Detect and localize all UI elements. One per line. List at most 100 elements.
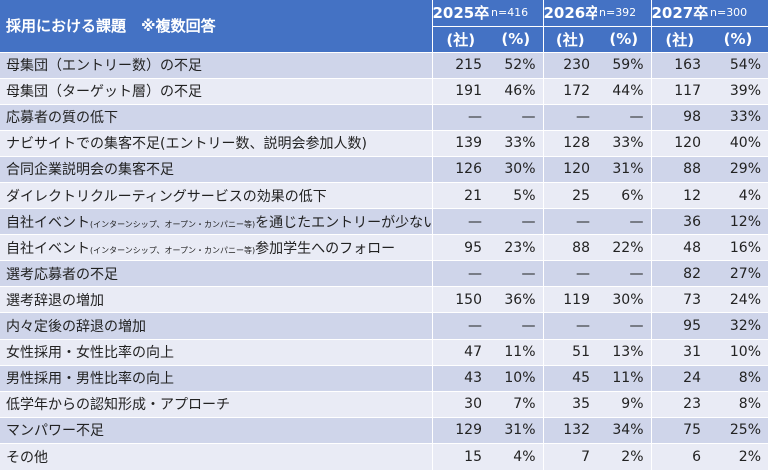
cell-pct-2027: 10% bbox=[708, 338, 768, 366]
table-row: 自社イベント(インターンシップ、オープン・カンパニー等)参加学生へのフォロー 95… bbox=[0, 234, 768, 261]
cell-count-2027: 36 bbox=[651, 208, 708, 235]
cell-count-2025: — bbox=[432, 260, 489, 287]
cell-count-2026: 230 bbox=[543, 51, 597, 79]
table-row: マンパワー不足 129 31% 132 34% 75 25% bbox=[0, 416, 768, 444]
cell-count-2025: 191 bbox=[432, 77, 489, 105]
year-2025-n: n=416 bbox=[489, 0, 544, 27]
row-label: マンパワー不足 bbox=[0, 416, 433, 444]
unit-count-2026: (社) bbox=[543, 26, 597, 52]
cell-pct-2027: 32% bbox=[708, 312, 768, 340]
cell-count-2027: 48 bbox=[651, 234, 708, 261]
table-row: 低学年からの認知形成・アプローチ 30 7% 35 9% 23 8% bbox=[0, 390, 768, 418]
cell-pct-2026: 13% bbox=[597, 338, 652, 366]
table-row: 女性採用・女性比率の向上 47 11% 51 13% 31 10% bbox=[0, 338, 768, 366]
cell-count-2025: 95 bbox=[432, 234, 489, 261]
cell-pct-2027: 8% bbox=[708, 390, 768, 418]
row-label: 選考辞退の増加 bbox=[0, 286, 433, 313]
cell-count-2027: 31 bbox=[651, 338, 708, 366]
row-label-suffix: を通じたエントリーが少ない bbox=[255, 214, 432, 231]
table-row: その他 15 4% 7 2% 6 2% bbox=[0, 442, 768, 470]
cell-pct-2027: 39% bbox=[708, 77, 768, 105]
cell-pct-2027: 16% bbox=[708, 234, 768, 261]
cell-pct-2025: 36% bbox=[489, 286, 544, 313]
unit-count-2027: (社) bbox=[651, 26, 708, 52]
cell-count-2026: 51 bbox=[543, 338, 597, 366]
cell-count-2026: 119 bbox=[543, 286, 597, 313]
cell-count-2025: 126 bbox=[432, 155, 489, 183]
cell-count-2027: 6 bbox=[651, 442, 708, 470]
table-row: 男性採用・男性比率の向上 43 10% 45 11% 24 8% bbox=[0, 364, 768, 392]
table-row: 自社イベント(インターンシップ、オープン・カンパニー等)を通じたエントリーが少な… bbox=[0, 208, 768, 235]
cell-pct-2026: — bbox=[597, 208, 652, 235]
cell-count-2027: 95 bbox=[651, 312, 708, 340]
cell-pct-2027: 2% bbox=[708, 442, 768, 470]
cell-count-2026: — bbox=[543, 260, 597, 287]
row-label: 母集団（ターゲット層）の不足 bbox=[0, 77, 433, 105]
cell-count-2025: 30 bbox=[432, 390, 489, 418]
year-2026-label: 2026卒 bbox=[543, 0, 597, 27]
year-2026-n: n=392 bbox=[597, 0, 652, 27]
table-body: 母集団（エントリー数）の不足 215 52% 230 59% 163 54% 母集団（ターゲッ… bbox=[0, 51, 768, 470]
year-2027-label: 2027卒 bbox=[651, 0, 708, 27]
cell-pct-2025: 33% bbox=[489, 129, 544, 157]
cell-count-2026: — bbox=[543, 312, 597, 340]
cell-count-2026: — bbox=[543, 103, 597, 131]
cell-count-2026: 35 bbox=[543, 390, 597, 418]
cell-pct-2027: 8% bbox=[708, 364, 768, 392]
cell-count-2025: 215 bbox=[432, 51, 489, 79]
cell-pct-2026: 11% bbox=[597, 364, 652, 392]
cell-count-2026: 128 bbox=[543, 129, 597, 157]
cell-pct-2026: 9% bbox=[597, 390, 652, 418]
year-2025-label: 2025卒 bbox=[432, 0, 489, 27]
row-label: 男性採用・男性比率の向上 bbox=[0, 364, 433, 392]
cell-pct-2026: 31% bbox=[597, 155, 652, 183]
cell-count-2025: 47 bbox=[432, 338, 489, 366]
cell-pct-2026: 33% bbox=[597, 129, 652, 157]
cell-pct-2026: 44% bbox=[597, 77, 652, 105]
cell-count-2025: — bbox=[432, 208, 489, 235]
row-label: 応募者の質の低下 bbox=[0, 103, 433, 131]
row-label: 母集団（エントリー数）の不足 bbox=[0, 51, 433, 79]
cell-pct-2025: 23% bbox=[489, 234, 544, 261]
cell-pct-2025: — bbox=[489, 260, 544, 287]
row-label: 内々定後の辞退の増加 bbox=[0, 312, 433, 340]
table-row: ダイレクトリクルーティングサービスの効果の低下 21 5% 25 6% 12 4% bbox=[0, 181, 768, 209]
table-row: 内々定後の辞退の増加 — — — —95 32% bbox=[0, 312, 768, 340]
row-label: 合同企業説明会の集客不足 bbox=[0, 155, 433, 183]
cell-pct-2025: — bbox=[489, 103, 544, 131]
cell-count-2025: — bbox=[432, 103, 489, 131]
row-label: 女性採用・女性比率の向上 bbox=[0, 338, 433, 366]
unit-count-2025: (社) bbox=[432, 26, 489, 52]
row-label-main: 自社イベント bbox=[6, 240, 90, 257]
cell-count-2025: 150 bbox=[432, 286, 489, 313]
unit-pct-2025: (%) bbox=[489, 26, 544, 52]
table-row: 母集団（ターゲット層）の不足 191 46% 172 44% 117 39% bbox=[0, 77, 768, 105]
unit-pct-2027: (%) bbox=[708, 26, 768, 52]
cell-pct-2025: 46% bbox=[489, 77, 544, 105]
table-row: 母集団（エントリー数）の不足 215 52% 230 59% 163 54% bbox=[0, 51, 768, 79]
row-label: 自社イベント(インターンシップ、オープン・カンパニー等)を通じたエントリーが少な… bbox=[0, 208, 433, 235]
row-label-note: (インターンシップ、オープン・カンパニー等) bbox=[90, 245, 256, 255]
table-row: 選考辞退の増加 150 36% 119 30% 73 24% bbox=[0, 286, 768, 313]
row-label: その他 bbox=[0, 442, 433, 470]
cell-count-2025: 15 bbox=[432, 442, 489, 470]
cell-pct-2025: 7% bbox=[489, 390, 544, 418]
cell-pct-2026: — bbox=[597, 312, 652, 340]
cell-pct-2026: 22% bbox=[597, 234, 652, 261]
cell-count-2027: 163 bbox=[651, 51, 708, 79]
row-label: ナビサイトでの集客不足(エントリー数、説明会参加人数) bbox=[0, 129, 433, 157]
cell-count-2026: 45 bbox=[543, 364, 597, 392]
cell-count-2025: 139 bbox=[432, 129, 489, 157]
cell-count-2027: 24 bbox=[651, 364, 708, 392]
cell-count-2026: 132 bbox=[543, 416, 597, 444]
year-2027-n: n=300 bbox=[708, 0, 768, 27]
row-label-note: (インターンシップ、オープン・カンパニー等) bbox=[90, 219, 256, 229]
unit-pct-2026: (%) bbox=[597, 26, 652, 52]
table-row: 合同企業説明会の集客不足 126 30% 120 31% 88 29% bbox=[0, 155, 768, 183]
cell-count-2027: 88 bbox=[651, 155, 708, 183]
table-title: 採用における課題 ※複数回答 bbox=[0, 0, 433, 53]
row-label: 低学年からの認知形成・アプローチ bbox=[0, 390, 433, 418]
cell-count-2027: 23 bbox=[651, 390, 708, 418]
cell-pct-2027: 54% bbox=[708, 51, 768, 79]
